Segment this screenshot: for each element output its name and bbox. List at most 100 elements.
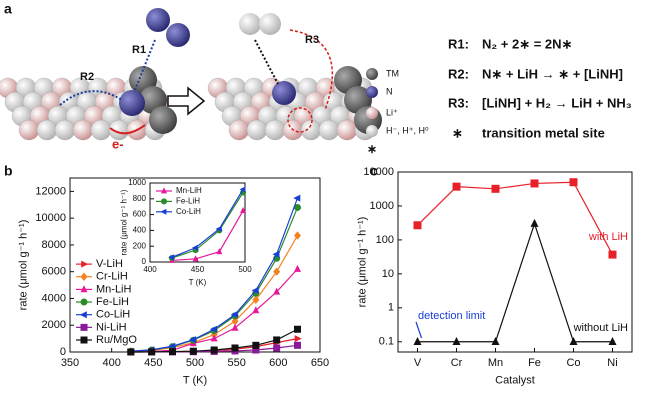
marker (294, 335, 302, 343)
marker (148, 348, 156, 356)
marker (79, 311, 87, 319)
x-tick-label: 650 (311, 357, 329, 369)
path-arrow (289, 29, 334, 111)
atom (228, 119, 250, 141)
x-tick-label: Ni (607, 357, 617, 369)
marker (160, 208, 167, 215)
series-label: without LiH (573, 322, 628, 334)
equation-label: R1: (448, 36, 469, 51)
x-tick-label: 400 (143, 265, 157, 274)
marker (81, 260, 89, 268)
marker (491, 336, 500, 345)
series-line (171, 189, 244, 258)
legend-swatch (366, 125, 378, 137)
marker (80, 285, 88, 293)
marker (608, 336, 617, 345)
site-label: transition metal site (482, 125, 605, 140)
legend-label: Cr-LiH (96, 271, 128, 283)
marker (569, 336, 578, 345)
y-axis-title: rate (μmol g⁻¹ h⁻¹) (357, 217, 369, 308)
series-line (171, 210, 244, 262)
plot-frame (397, 171, 633, 353)
panel-label: c (370, 163, 378, 179)
annotation-arrow (415, 321, 423, 339)
marker (413, 336, 422, 345)
marker (80, 272, 88, 281)
y-tick-label: 10000 (363, 166, 394, 178)
x-tick-label: Co (566, 357, 580, 369)
equation-label: R3: (448, 95, 469, 110)
atom (90, 119, 112, 141)
marker (161, 187, 167, 194)
marker (530, 179, 539, 188)
marker (452, 336, 461, 345)
marker (231, 317, 239, 326)
marker (252, 295, 260, 304)
annotation: detection limit (418, 310, 485, 322)
site-symbol: ∗ (452, 125, 463, 140)
y-tick-label: 10000 (35, 212, 66, 224)
series-line (417, 181, 614, 255)
legend-label: Ni-LiH (96, 321, 127, 333)
x-tick-label: Mn (488, 357, 503, 369)
y-tick-label: 0 (142, 257, 147, 266)
marker (294, 203, 301, 211)
equation-label: R2: (448, 66, 469, 81)
panel-label: a (4, 1, 12, 17)
y-axis-title: rate (μmol g⁻¹ h⁻¹) (120, 189, 129, 255)
marker (273, 344, 281, 352)
marker (240, 207, 247, 214)
x-tick-label: 350 (61, 357, 79, 369)
marker (80, 298, 88, 306)
x-tick-label: 500 (186, 357, 204, 369)
legend-swatch (366, 107, 378, 119)
legend-label: Li⁺ (386, 107, 398, 117)
marker (189, 336, 197, 344)
atom (119, 90, 145, 116)
atom (318, 119, 340, 141)
x-tick-label: 450 (191, 265, 205, 274)
atom (149, 106, 177, 134)
x-axis-title: Catalyst (495, 375, 535, 387)
path-arrow (59, 90, 123, 106)
y-tick-label: 1000 (370, 200, 394, 212)
marker (192, 255, 199, 262)
atom (336, 119, 358, 141)
marker (192, 244, 198, 251)
path-arrow (254, 39, 279, 85)
legend-label: Mn-LiH (176, 186, 202, 195)
x-axis-title: T (K) (183, 375, 207, 387)
marker (168, 342, 176, 350)
marker (161, 198, 167, 205)
marker (273, 336, 281, 344)
legend-label: Co-LiH (96, 309, 130, 321)
atom (54, 119, 76, 141)
x-tick-label: 500 (238, 265, 252, 274)
y-tick-label: 0.1 (379, 336, 394, 348)
marker (127, 348, 135, 356)
marker (294, 341, 301, 349)
legend-label: V-LiH (96, 258, 123, 270)
marker (189, 347, 197, 355)
marker (231, 323, 239, 331)
x-tick-label: Fe (528, 357, 541, 369)
legend-swatch (366, 86, 378, 98)
marker (210, 346, 218, 354)
legend-label: Fe-LiH (96, 296, 129, 308)
atom (146, 8, 170, 32)
legend-label: TM (386, 68, 399, 78)
y-tick-label: 6000 (42, 266, 66, 278)
marker (209, 325, 217, 333)
marker (252, 346, 260, 354)
marker (210, 334, 218, 342)
equation: N₂ + 2∗ = 2N∗ (482, 36, 572, 51)
y-tick-label: 8000 (42, 239, 66, 251)
series-line (171, 192, 244, 259)
marker (231, 344, 239, 352)
atom (72, 119, 94, 141)
y-tick-label: 2000 (42, 319, 66, 331)
marker (168, 254, 175, 261)
y-tick-label: 1000 (128, 178, 146, 187)
marker (491, 184, 500, 193)
